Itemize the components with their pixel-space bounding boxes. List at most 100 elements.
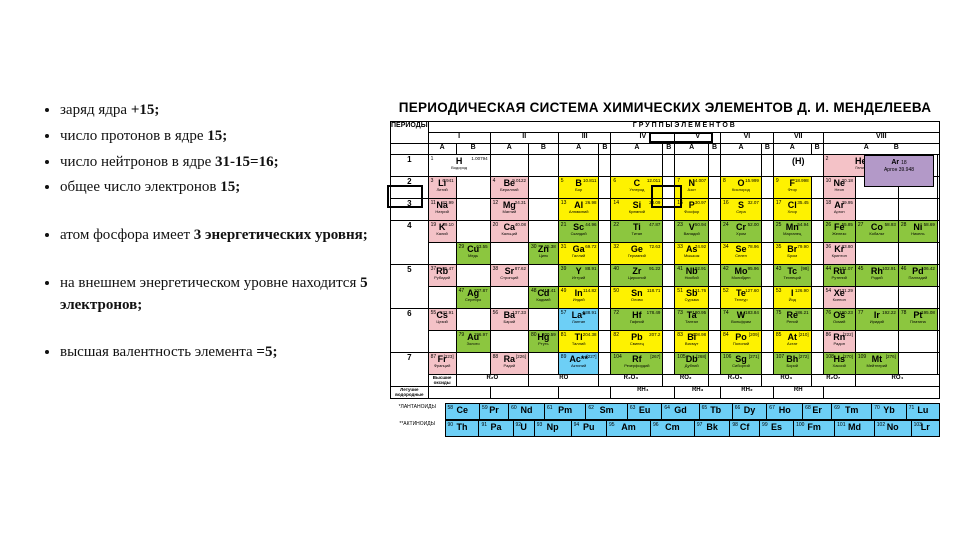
element-cell: 3785.47RbРубидий [428, 265, 456, 287]
empty-cell [599, 243, 611, 265]
bullet-list: заряд ядра +15;число протонов в ядре 15;… [40, 100, 380, 364]
element-cell: 815.999OКислород [721, 177, 762, 199]
empty-cell [529, 309, 559, 331]
element-cell: 100Fm [794, 421, 835, 437]
empty-cell [599, 199, 611, 221]
element-cell: 51121.76SbСурьма [675, 287, 709, 309]
empty-cell [721, 155, 762, 177]
bullet-item: на внешнем энергетическом уровне находит… [60, 273, 380, 317]
empty-cell [811, 199, 823, 221]
empty-cell [761, 177, 773, 199]
empty-cell [761, 287, 773, 309]
empty-cell [937, 265, 939, 287]
element-cell: 54131.29XeКсенон [823, 287, 855, 309]
element-cell: 49114.82InИндий [558, 287, 599, 309]
element-cell: 98Cf [730, 421, 760, 437]
empty-cell [529, 199, 559, 221]
empty-cell [855, 243, 898, 265]
empty-cell [937, 353, 939, 375]
empty-cell [855, 199, 898, 221]
element-cell: 918.998FФтор [773, 177, 811, 199]
empty-cell [761, 331, 773, 353]
element-cell: 2655.85FeЖелезо [823, 221, 855, 243]
element-cell: 61Pm [544, 404, 585, 420]
element-cell: 75186.21ReРений [773, 309, 811, 331]
element-cell: 1224.31MgМагний [490, 199, 528, 221]
empty-cell [709, 265, 721, 287]
hydride-cell: RH₄ [611, 387, 675, 399]
element-cell: 48112.41CdКадмий [529, 287, 559, 309]
element-cell: 52127.60TeТеллур [721, 287, 762, 309]
empty-cell [529, 155, 559, 177]
element-cell: 90Th [445, 421, 479, 437]
empty-cell [937, 177, 939, 199]
hydride-cell [823, 387, 939, 399]
element-cell: 71Lu [906, 404, 939, 420]
element-cell: 64Gd [662, 404, 699, 420]
element-cell: 57138.91La*Лантан [558, 309, 599, 331]
element-cell: 50118.71SnОлово [611, 287, 663, 309]
period-number: 1 [391, 155, 429, 177]
element-cell: 77192.22IrИридий [855, 309, 898, 331]
empty-cell [599, 221, 611, 243]
empty-cell [456, 309, 490, 331]
element-cell: 56137.33BaБарий [490, 309, 528, 331]
element-cell: 58Ce [445, 404, 480, 420]
empty-cell [663, 177, 675, 199]
element-cell: 83208.98BiВисмут [675, 331, 709, 353]
empty-cell [709, 309, 721, 331]
element-cell: 109[276]MtМейтнерий [855, 353, 898, 375]
empty-cell [937, 221, 939, 243]
element-cell: 714.007NАзот [675, 177, 709, 199]
group-header: IV [611, 133, 675, 144]
element-cell: 94Pu [571, 421, 606, 437]
empty-cell [599, 287, 611, 309]
hydride-cell [428, 387, 490, 399]
empty-cell [811, 309, 823, 331]
hydride-cell [558, 387, 611, 399]
empty-cell [811, 243, 823, 265]
empty-cell [898, 199, 937, 221]
empty-cell [709, 243, 721, 265]
element-cell: 45102.91RhРодий [855, 265, 898, 287]
empty-cell [428, 331, 456, 353]
empty-cell [456, 221, 490, 243]
element-cell: 3579.90BrБром [773, 243, 811, 265]
hydride-cell: RH [773, 387, 823, 399]
empty-cell [811, 287, 823, 309]
element-cell: 4192.91NbНиобий [675, 265, 709, 287]
hydride-cell: RH₂ [721, 387, 774, 399]
empty-cell [663, 265, 675, 287]
element-cell: 106[271]SgСиборгий [721, 353, 762, 375]
empty-cell [456, 265, 490, 287]
oxide-cell: R₂O₇ [811, 375, 855, 387]
element-cell: 78195.08PtПлатина [898, 309, 937, 331]
empty-cell [428, 243, 456, 265]
element-cell: 2452.00CrХром [721, 221, 762, 243]
bullet-item: общее число электронов 15; [60, 177, 380, 199]
empty-cell [529, 265, 559, 287]
empty-cell [663, 199, 675, 221]
hydride-cell: RH₃ [675, 387, 721, 399]
element-cell: 87[223]FrФранций [428, 353, 456, 375]
element-cell: 89[227]Ac**Актиний [558, 353, 599, 375]
period-number: 4 [391, 221, 429, 265]
empty-cell [490, 287, 528, 309]
element-cell: 62Sm [586, 404, 627, 420]
element-cell: 1939.10KКалий [428, 221, 456, 243]
lanthanide-row: *ЛАНТАНОИДЫ58Ce59Pr60Nd61Pm62Sm63Eu64Gd6… [390, 403, 940, 420]
element-cell: 1020.18NeНеон [823, 177, 855, 199]
element-cell: 92U [513, 421, 534, 437]
group-header: I [428, 133, 490, 144]
periodic-table: ПЕРИОДЫГ Р У П П Ы Э Л Е М Е Н Т О ВIIII… [390, 121, 940, 399]
empty-cell [675, 155, 709, 177]
empty-cell [898, 243, 937, 265]
element-cell: 612.011CУглерод [611, 177, 663, 199]
element-cell: 2040.08CaКальций [490, 221, 528, 243]
empty-cell [855, 287, 898, 309]
oxide-label: Высшие оксиды [428, 375, 456, 387]
hydride-cell [490, 387, 558, 399]
bullet-item: высшая валентность элемента =5; [60, 342, 380, 364]
empty-cell [599, 265, 611, 287]
element-cell: 82207.2PbСвинец [611, 331, 663, 353]
